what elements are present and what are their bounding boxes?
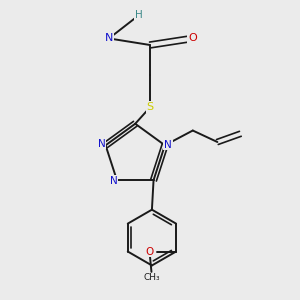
Text: N: N [98,139,106,148]
Text: N: N [110,176,118,186]
Text: N: N [105,33,113,43]
Text: O: O [146,247,154,256]
Text: CH₃: CH₃ [143,274,160,283]
Text: S: S [146,102,154,112]
Text: N: N [164,140,172,150]
Text: O: O [188,33,197,43]
Text: H: H [135,11,142,20]
